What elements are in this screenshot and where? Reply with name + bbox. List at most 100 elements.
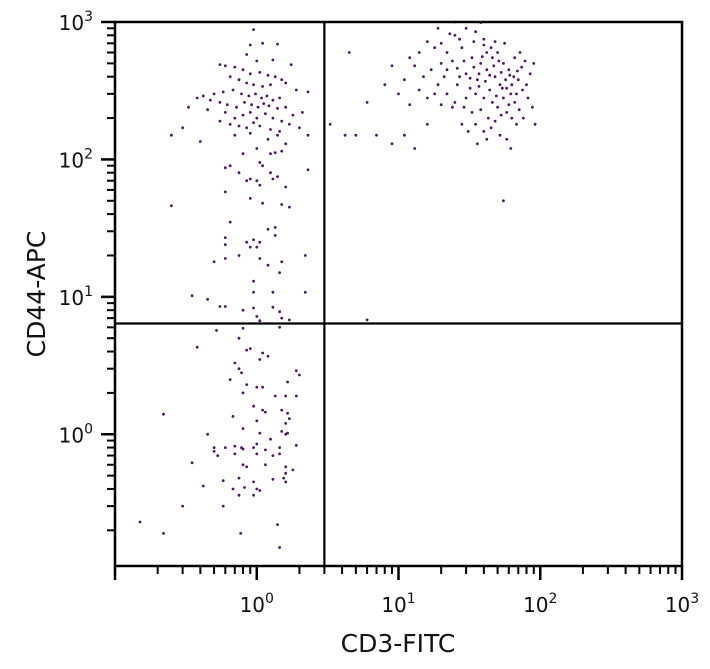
data-point (455, 66, 459, 70)
data-point (280, 316, 284, 320)
data-point (258, 431, 262, 435)
data-point (485, 137, 489, 141)
data-point (216, 454, 220, 457)
data-point (520, 65, 524, 69)
data-point (240, 92, 243, 96)
data-point (479, 108, 483, 112)
data-point (276, 107, 279, 110)
data-point (294, 444, 298, 447)
data-point (241, 68, 245, 72)
data-point (278, 271, 281, 274)
data-point (255, 452, 259, 456)
data-point (288, 122, 291, 126)
data-point (266, 227, 270, 231)
data-point (458, 75, 461, 79)
data-point (453, 101, 457, 104)
data-point (201, 484, 205, 488)
data-point (500, 86, 504, 90)
data-point (278, 546, 281, 549)
data-point (241, 326, 245, 330)
data-point (273, 151, 277, 155)
data-point (462, 105, 466, 109)
data-point (269, 83, 272, 87)
data-point (284, 471, 288, 475)
data-point (445, 68, 449, 72)
data-point (482, 43, 486, 47)
data-point (291, 468, 295, 472)
data-point (474, 122, 477, 126)
data-point (408, 56, 412, 60)
data-point (243, 486, 246, 489)
data-point (206, 297, 210, 301)
data-point (509, 147, 513, 150)
data-point (280, 260, 284, 264)
data-point (269, 437, 272, 441)
data-point (464, 72, 468, 76)
data-point (502, 199, 505, 203)
data-point (255, 245, 259, 249)
data-point (264, 463, 267, 467)
data-point (507, 68, 511, 72)
data-point (458, 37, 461, 41)
data-point (223, 243, 227, 247)
data-point (245, 383, 249, 386)
data-point (269, 128, 272, 131)
data-point (422, 75, 425, 79)
data-point (294, 88, 298, 92)
data-point (254, 92, 257, 96)
data-point (522, 116, 525, 120)
data-point (248, 72, 252, 76)
data-point (513, 56, 517, 60)
data-point (482, 130, 486, 133)
data-point (433, 46, 437, 50)
data-point (223, 236, 227, 240)
data-point (502, 62, 505, 65)
data-point (218, 305, 222, 308)
data-point (231, 487, 235, 491)
data-point (492, 64, 496, 68)
data-point (269, 152, 272, 156)
data-point (198, 140, 202, 143)
data-point (237, 78, 241, 82)
data-point (470, 56, 474, 60)
data-point (280, 203, 284, 206)
data-point (494, 94, 498, 98)
data-point (474, 92, 477, 96)
x-axis: 100 101 102 103 (113, 566, 699, 617)
data-point (365, 318, 369, 322)
data-point (265, 94, 269, 98)
data-point (266, 354, 270, 358)
data-point (390, 64, 394, 68)
data-point (286, 380, 289, 384)
data-point (390, 142, 394, 146)
data-point (280, 408, 284, 412)
data-point (225, 103, 229, 107)
data-point (248, 177, 252, 181)
data-point (472, 65, 476, 69)
data-point (306, 133, 310, 137)
data-point (510, 83, 514, 87)
data-point (252, 279, 256, 283)
data-point (516, 69, 519, 73)
data-point (255, 442, 259, 446)
data-point (291, 113, 295, 117)
data-point (531, 105, 534, 109)
data-point (258, 124, 262, 128)
x-tick-label: 100 (240, 591, 274, 617)
data-point (228, 75, 232, 79)
data-point (284, 394, 288, 398)
data-point (233, 65, 237, 69)
data-point (525, 83, 528, 87)
data-point (252, 83, 256, 87)
data-point (201, 94, 205, 98)
data-point (258, 319, 262, 323)
data-point (162, 412, 165, 416)
data-point (248, 245, 252, 249)
data-point (212, 92, 216, 96)
data-point (273, 234, 277, 237)
data-point (474, 30, 477, 34)
data-point (288, 417, 291, 420)
data-point (262, 102, 266, 105)
data-point (464, 26, 468, 30)
data-point (526, 96, 530, 100)
